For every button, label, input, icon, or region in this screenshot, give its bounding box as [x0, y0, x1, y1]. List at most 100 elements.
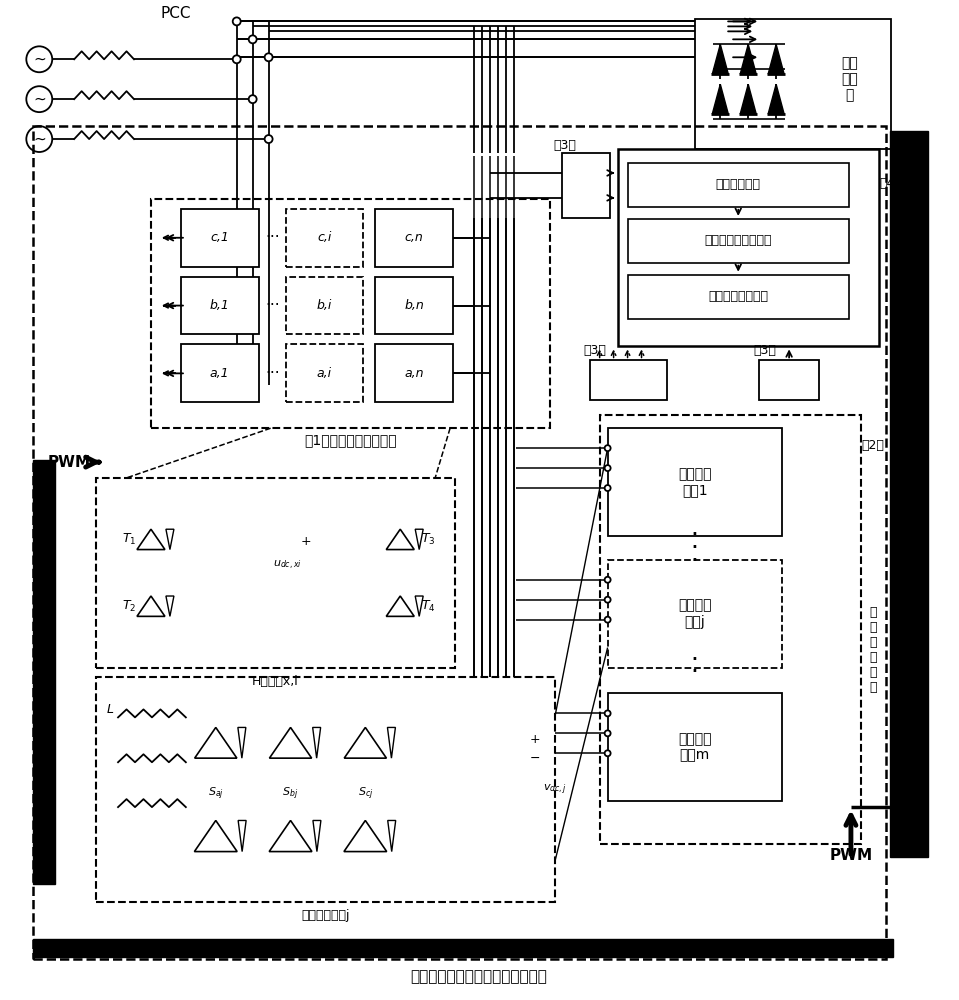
Polygon shape: [386, 596, 414, 616]
Text: $u_{dc,xi}$: $u_{dc,xi}$: [273, 559, 302, 572]
Circle shape: [248, 95, 257, 103]
Text: 全桥逆变单元j: 全桥逆变单元j: [301, 909, 350, 922]
Bar: [286, 277, 363, 334]
Circle shape: [248, 35, 257, 43]
Text: （2）: （2）: [861, 439, 884, 452]
Circle shape: [265, 135, 272, 143]
Polygon shape: [166, 529, 174, 550]
Text: 控
制
驱
动: 控 制 驱 动: [904, 231, 913, 294]
Bar: [151, 199, 550, 428]
Text: b,1: b,1: [210, 299, 230, 312]
Bar: [96, 478, 456, 668]
Text: PWM: PWM: [830, 848, 873, 863]
Text: ···: ···: [266, 230, 280, 245]
Polygon shape: [137, 529, 165, 550]
Polygon shape: [344, 820, 386, 852]
Text: c,1: c,1: [210, 231, 229, 244]
Circle shape: [265, 53, 272, 61]
Circle shape: [604, 597, 611, 603]
Circle shape: [604, 445, 611, 451]
Text: 指令电流计算: 指令电流计算: [715, 178, 760, 191]
Bar: [760, 360, 819, 400]
Bar: [34, 126, 886, 959]
Text: $S_{aj}$: $S_{aj}$: [208, 786, 223, 802]
Text: $L$: $L$: [105, 703, 114, 716]
Text: ···: ···: [266, 366, 280, 381]
Text: （3）: （3）: [553, 139, 576, 152]
Text: ·: ·: [690, 523, 699, 547]
Circle shape: [604, 750, 611, 756]
Text: c,i: c,i: [317, 231, 332, 244]
Bar: [627, 275, 849, 319]
Polygon shape: [386, 529, 414, 550]
Text: ···: ···: [266, 298, 280, 313]
Text: ·: ·: [690, 660, 699, 684]
Bar: [375, 344, 453, 402]
Text: a,n: a,n: [405, 367, 424, 380]
Text: a,i: a,i: [316, 367, 332, 380]
Polygon shape: [238, 820, 246, 852]
Text: $S_{bj}$: $S_{bj}$: [283, 786, 298, 802]
Circle shape: [233, 17, 241, 25]
Text: 网压支撑型模块化有源电力滤波器: 网压支撑型模块化有源电力滤波器: [410, 969, 548, 984]
Text: b,i: b,i: [316, 299, 332, 312]
Circle shape: [604, 485, 611, 491]
Bar: [96, 677, 554, 902]
Polygon shape: [195, 820, 237, 852]
Circle shape: [604, 617, 611, 623]
Circle shape: [604, 710, 611, 716]
Polygon shape: [415, 529, 423, 550]
Polygon shape: [166, 596, 174, 616]
Bar: [562, 153, 610, 218]
Text: +: +: [529, 733, 540, 746]
Polygon shape: [387, 727, 395, 758]
Text: $S_{cj}$: $S_{cj}$: [358, 786, 373, 802]
Text: ~: ~: [33, 52, 46, 67]
Circle shape: [604, 730, 611, 736]
Bar: [375, 277, 453, 334]
Text: a,1: a,1: [210, 367, 229, 380]
Text: （1）电网电压支撑部分: （1）电网电压支撑部分: [304, 433, 397, 447]
Text: $-$: $-$: [529, 751, 541, 764]
Text: 非线
性负
载: 非线 性负 载: [842, 56, 858, 102]
Text: ·: ·: [690, 536, 699, 560]
Bar: [627, 163, 849, 207]
Polygon shape: [768, 44, 784, 74]
Bar: [608, 693, 783, 801]
Polygon shape: [713, 84, 728, 114]
Text: 全桥逆变
单元1: 全桥逆变 单元1: [678, 467, 712, 497]
Bar: [181, 277, 259, 334]
Text: （3）: （3）: [584, 344, 607, 357]
Text: H桥单元x,i: H桥单元x,i: [252, 675, 299, 688]
Polygon shape: [238, 727, 246, 758]
Bar: [590, 360, 667, 400]
Polygon shape: [415, 596, 423, 616]
Text: ·: ·: [690, 549, 699, 573]
Polygon shape: [195, 727, 237, 758]
Bar: [181, 209, 259, 267]
Polygon shape: [269, 820, 312, 852]
Text: ·: ·: [690, 648, 699, 672]
Text: 驱动、隔离及保护: 驱动、隔离及保护: [709, 290, 768, 303]
Circle shape: [233, 55, 241, 63]
Text: PCC: PCC: [160, 6, 191, 21]
Text: PWM: PWM: [48, 455, 91, 470]
Text: ~: ~: [33, 132, 46, 147]
Bar: [375, 209, 453, 267]
Bar: [618, 149, 878, 346]
Text: $T_2$: $T_2$: [122, 599, 136, 614]
Text: （4）: （4）: [879, 177, 902, 190]
Bar: [627, 219, 849, 263]
Bar: [286, 344, 363, 402]
Polygon shape: [713, 44, 728, 74]
Text: b,n: b,n: [405, 299, 424, 312]
Circle shape: [604, 465, 611, 471]
Bar: [695, 19, 891, 149]
Bar: [34, 460, 56, 884]
Text: （3）: （3）: [753, 344, 776, 357]
Circle shape: [604, 577, 611, 583]
Text: c,n: c,n: [405, 231, 424, 244]
Text: 电压及电流跟踪控制: 电压及电流跟踪控制: [705, 234, 772, 247]
Polygon shape: [137, 596, 165, 616]
Bar: [181, 344, 259, 402]
